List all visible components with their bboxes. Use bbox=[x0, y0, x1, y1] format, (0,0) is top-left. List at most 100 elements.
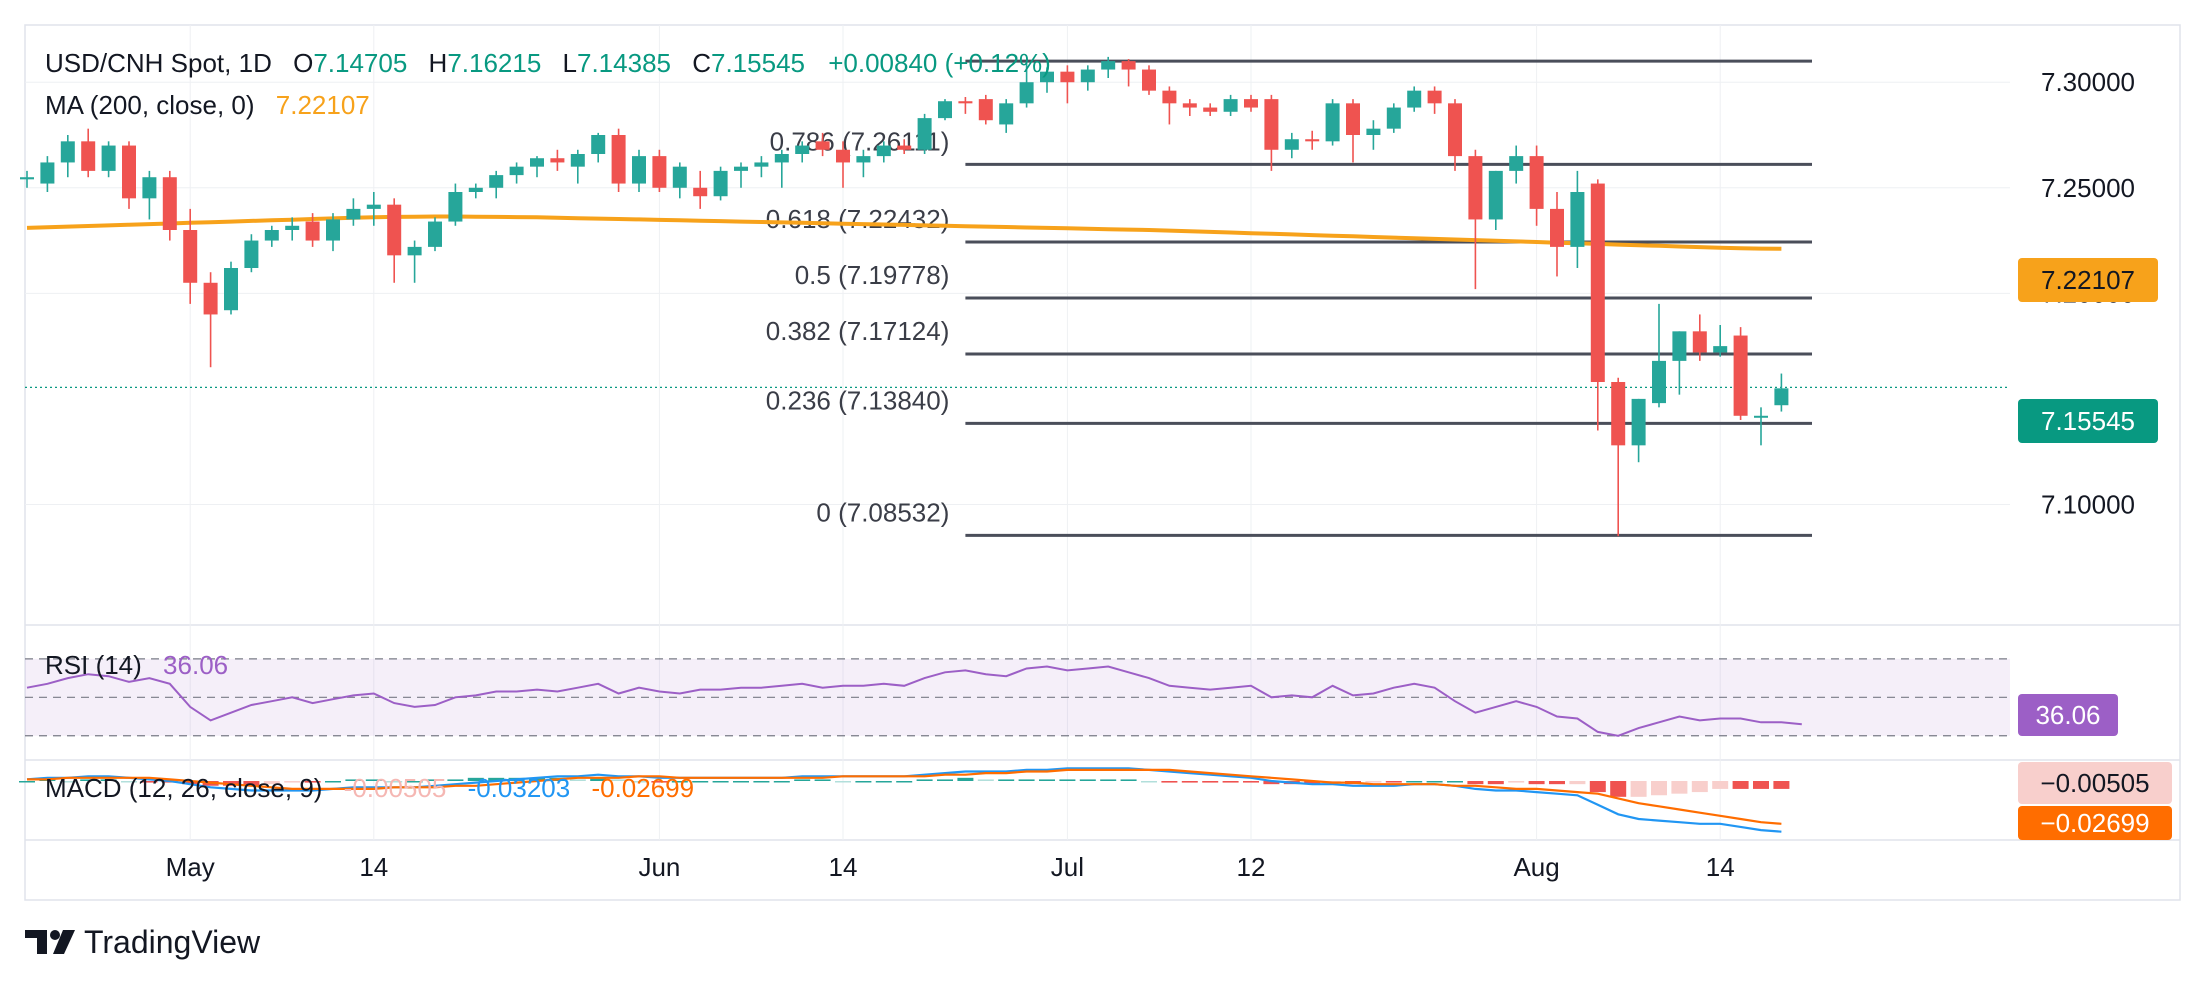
candle-body bbox=[1652, 360, 1666, 404]
macd-histogram-bar bbox=[569, 779, 586, 781]
macd-histogram-bar bbox=[590, 777, 607, 781]
candle bbox=[1121, 59, 1136, 87]
fib-level-label: 0.5 (7.19778) bbox=[795, 260, 950, 290]
candle-body bbox=[1080, 69, 1095, 83]
candle-body bbox=[1774, 388, 1789, 406]
fibonacci-retracement[interactable]: 0.786 (7.26111)0.618 (7.22432)0.5 (7.197… bbox=[766, 59, 1812, 537]
macd-histogram-bar bbox=[1426, 781, 1443, 783]
macd-histogram-bar bbox=[406, 781, 423, 783]
candle bbox=[1488, 170, 1503, 230]
candle bbox=[183, 208, 198, 304]
macd-histogram-bar bbox=[121, 781, 137, 783]
candle-body bbox=[1407, 90, 1422, 108]
grid-layer bbox=[25, 25, 2010, 840]
macd-histogram-bar bbox=[386, 781, 403, 783]
macd-histogram-bar bbox=[1691, 781, 1708, 793]
candle-body bbox=[1631, 398, 1646, 446]
time-axis: May 14 Jun 14 Jul 12 Aug 14 bbox=[166, 852, 1735, 882]
high-value: 7.16215 bbox=[447, 48, 541, 78]
candle-body bbox=[713, 170, 728, 197]
candle-body bbox=[1509, 156, 1524, 171]
macd-hist-value: -0.00505 bbox=[344, 773, 447, 803]
ma-legend: MA (200, close, 0) 7.22107 bbox=[45, 90, 370, 120]
rsi-value-tag-text: 36.06 bbox=[2035, 700, 2100, 730]
macd-pane bbox=[19, 767, 1790, 833]
macd-histogram-bar bbox=[855, 781, 872, 783]
rsi-line bbox=[26, 665, 1802, 737]
candle bbox=[938, 99, 952, 121]
tradingview-logo[interactable]: TradingView bbox=[25, 924, 261, 960]
candle bbox=[1264, 94, 1279, 171]
candle bbox=[489, 170, 504, 199]
candle bbox=[978, 94, 993, 125]
candle bbox=[1509, 145, 1524, 184]
candle-body bbox=[1060, 71, 1075, 83]
macd-line-value: -0.03203 bbox=[468, 773, 571, 803]
macd-histogram-bar bbox=[1181, 781, 1198, 783]
candle-body bbox=[958, 101, 973, 104]
candle bbox=[1427, 86, 1442, 114]
candle bbox=[917, 113, 932, 154]
macd-legend: MACD (12, 26, close, 9) -0.00505 -0.0320… bbox=[45, 773, 694, 803]
candle-body bbox=[326, 219, 340, 241]
candle bbox=[815, 132, 830, 157]
macd-histogram-bar bbox=[1365, 781, 1382, 783]
candle-body bbox=[530, 158, 544, 167]
candle-body bbox=[162, 177, 177, 230]
candle-body bbox=[999, 103, 1014, 125]
close-label: C bbox=[692, 48, 711, 78]
candle bbox=[795, 141, 810, 163]
candle bbox=[1142, 65, 1156, 95]
candle-body bbox=[489, 175, 504, 188]
candlestick-series bbox=[20, 56, 1789, 537]
candle bbox=[1244, 94, 1258, 112]
candle-body bbox=[264, 230, 279, 241]
candle bbox=[1346, 99, 1360, 163]
candle bbox=[1631, 398, 1646, 463]
candle bbox=[1305, 130, 1320, 150]
candle bbox=[244, 234, 259, 273]
candle bbox=[1203, 103, 1218, 116]
macd-histogram-bar bbox=[1059, 779, 1076, 781]
ma-legend-label: MA (200, close, 0) bbox=[45, 90, 255, 120]
macd-histogram-bar bbox=[1487, 781, 1504, 785]
macd-histogram-bar bbox=[753, 781, 770, 783]
macd-histogram-bar bbox=[835, 781, 851, 783]
macd-signal-value: -0.02699 bbox=[591, 773, 694, 803]
candle-body bbox=[468, 187, 483, 192]
candle bbox=[591, 132, 606, 163]
macd-histogram-bar bbox=[529, 777, 545, 781]
candle-body bbox=[938, 101, 952, 119]
candle-body bbox=[836, 149, 850, 163]
open-value: 7.14705 bbox=[313, 48, 407, 78]
candle bbox=[897, 139, 912, 154]
candle-body bbox=[1692, 331, 1707, 353]
candle bbox=[958, 97, 973, 114]
candle bbox=[550, 149, 565, 171]
candle-body bbox=[1611, 382, 1626, 446]
price-axis-label: 7.10000 bbox=[2041, 489, 2135, 519]
candle bbox=[428, 217, 442, 252]
macd-histogram-bar bbox=[1161, 781, 1178, 783]
rsi-legend: RSI (14) 36.06 bbox=[45, 650, 228, 680]
candle-body bbox=[20, 177, 34, 180]
symbol-label: USD/CNH Spot, 1D bbox=[45, 48, 272, 78]
candle-body bbox=[183, 230, 198, 283]
rsi-legend-label: RSI (14) bbox=[45, 650, 142, 680]
candle-body bbox=[1019, 82, 1034, 104]
candle-body bbox=[1325, 103, 1340, 142]
candle-body bbox=[856, 156, 871, 163]
macd-histogram-bar bbox=[998, 779, 1015, 781]
ma-price-tag: 7.22107 bbox=[2018, 258, 2158, 302]
macd-histogram-bar bbox=[1569, 781, 1586, 785]
candle-body bbox=[1142, 69, 1156, 91]
candle-body bbox=[611, 135, 626, 184]
macd-histogram-bar bbox=[1447, 781, 1463, 783]
candle bbox=[1611, 377, 1626, 537]
tradingview-logo-text: TradingView bbox=[84, 924, 261, 960]
candle-body bbox=[815, 141, 830, 150]
macd-histogram-bar bbox=[243, 781, 260, 786]
candle-body bbox=[305, 221, 320, 241]
